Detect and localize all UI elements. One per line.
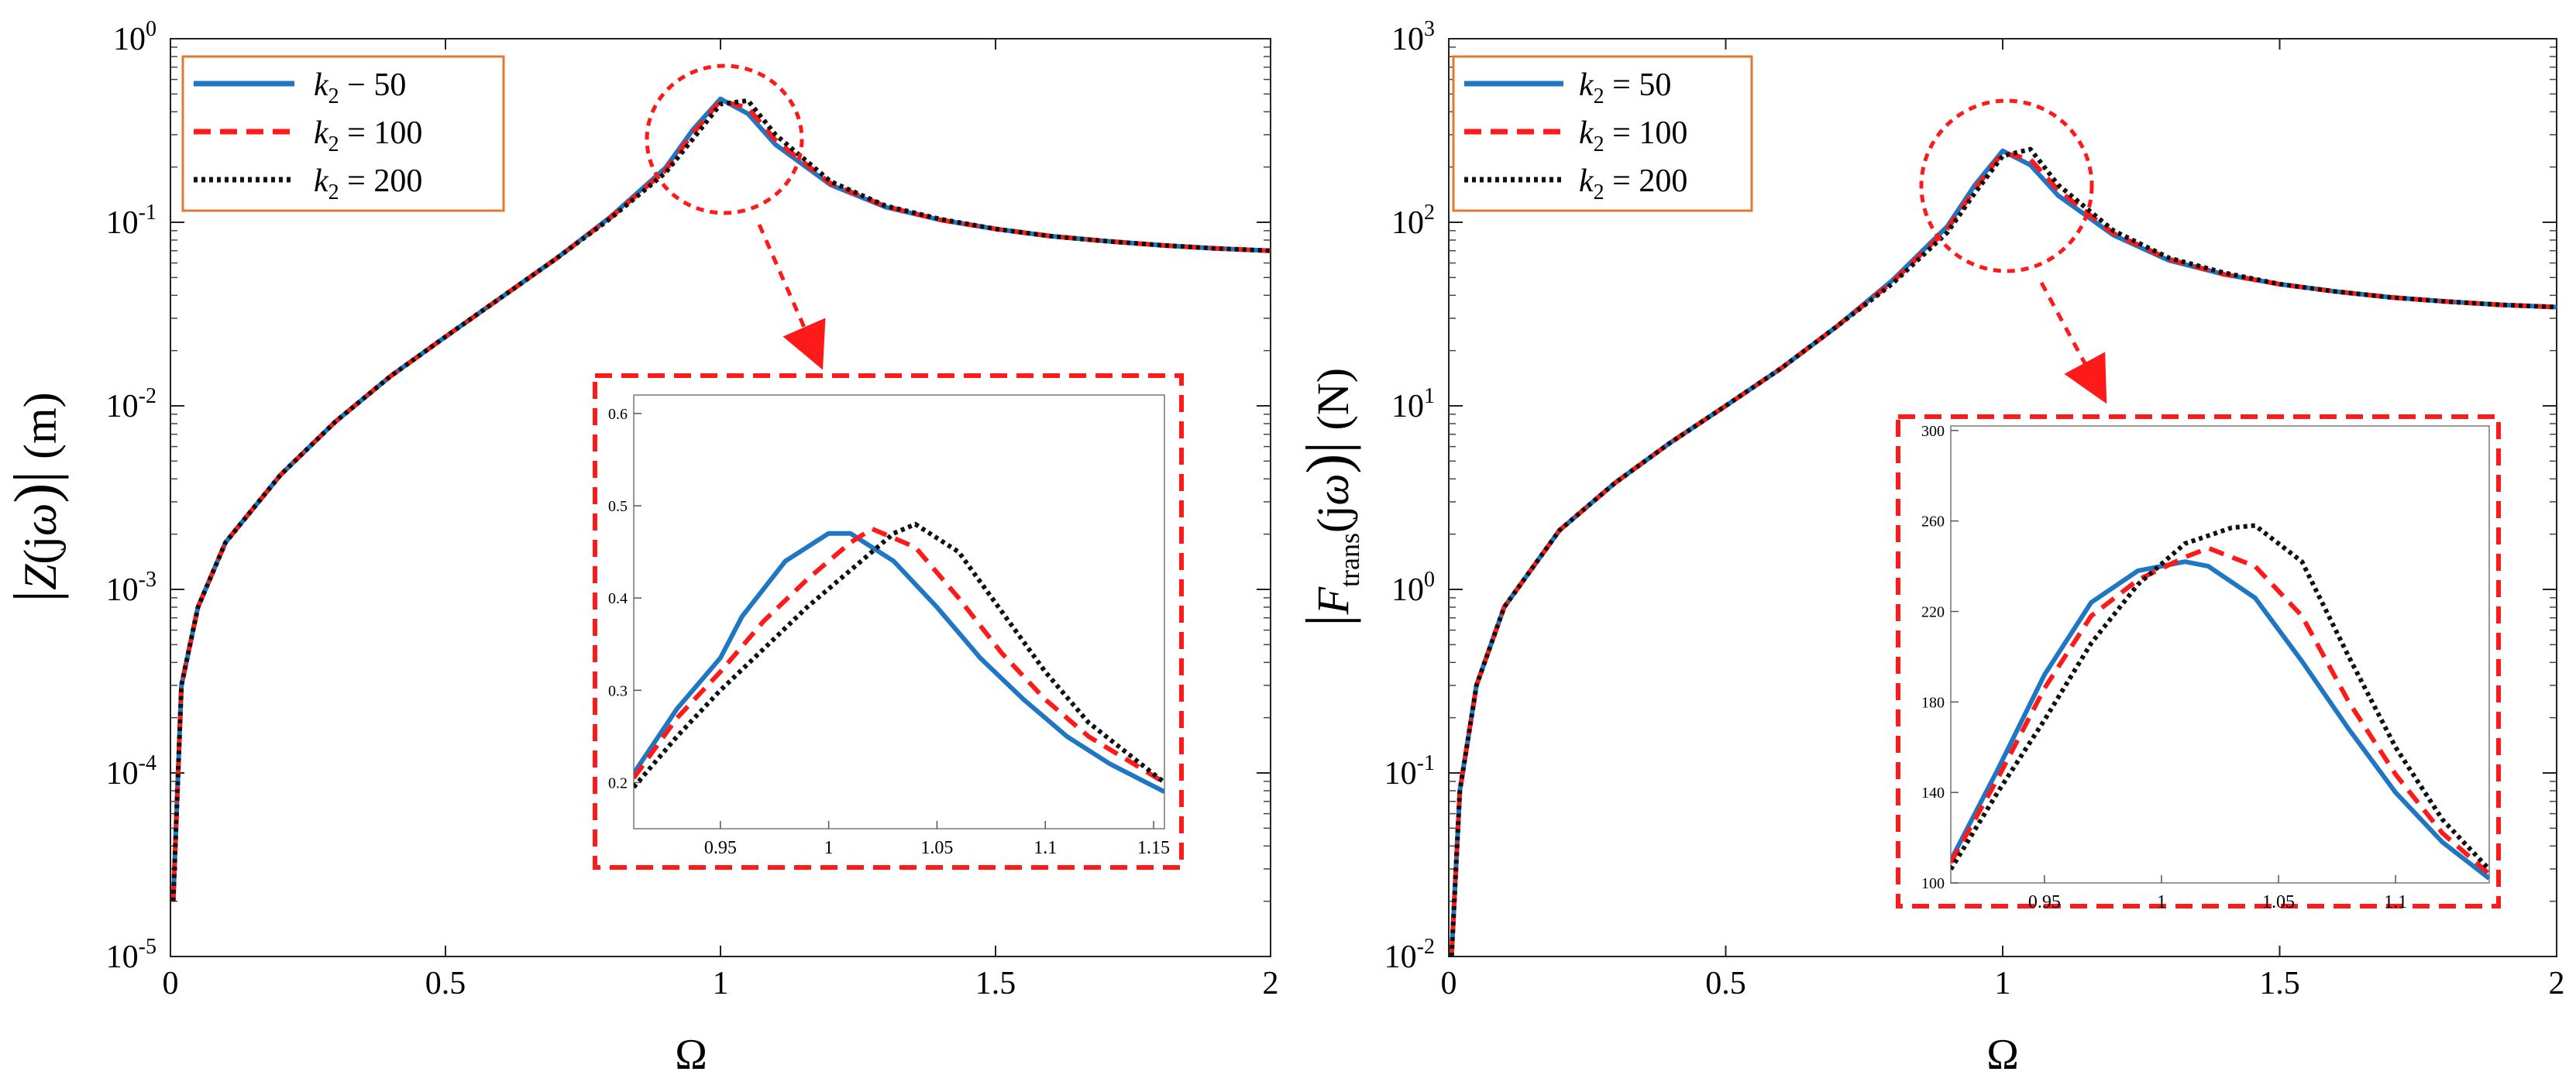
y-tick-labels: 10-5 10-4 10-3 10-2 10-1 100 [106,17,1271,975]
y-tick-label: 103 [1391,17,1435,57]
inset-series-lines [1951,523,2489,881]
y-axis-label: |Ftrans(jω)| (N) [1294,368,1365,627]
inset-x-tick-label: 1.1 [1033,838,1057,858]
series-line-k2-200 [170,98,1271,902]
inset-x-tick-label: 0.95 [704,838,737,858]
x-tick-label: 2 [1263,966,1279,1001]
inset-chart: 0.2 0.3 0.4 0.5 0.6 0.95 1 1.05 1.1 1.15 [593,373,1184,870]
y-tick-label: 102 [1391,201,1435,241]
x-tick-label: 0.5 [425,966,466,1001]
legend-label-k2-50: k2 − 50 [314,67,406,108]
x-tick-label: 1 [1995,966,2011,1001]
inset-y-ticks: 100 140 180 220 260 300 [1921,423,1959,892]
x-tick-label: 2 [2549,966,2565,1001]
inset-y-tick-label: 220 [1921,604,1945,621]
series-lines [170,96,1271,902]
y-tick-label: 100 [113,17,156,57]
y-tick-label: 10-2 [106,384,156,424]
inset-series-line-k2-50 [634,531,1164,794]
transmitted-force-chart: 10-2 10-1 100 101 102 103 0 0.5 1 1.5 2 k2 = 50 k… [1294,17,2565,1075]
inset-x-ticks: 0.95 1 1.05 1.1 1.15 [704,821,1170,858]
x-axis-label: Ω [1986,1031,2019,1075]
zoom-circle [1919,98,2094,273]
x-tick-label: 0 [163,966,179,1001]
y-tick-label: 10-1 [106,201,156,241]
inset-x-tick-label: 0.95 [2028,892,2061,912]
y-tick-label: 100 [1391,568,1435,608]
inset-y-tick-label: 300 [1921,423,1945,440]
y-tick-label: 10-2 [1384,935,1435,975]
inset-y-tick-label: 140 [1921,785,1945,802]
y-tick-label: 10-3 [106,568,156,608]
inset-x-tick-label: 1.05 [920,838,953,858]
inset-series-lines [634,521,1164,794]
inset-y-ticks: 0.2 0.3 0.4 0.5 0.6 [608,406,641,792]
y-tick-label: 10-1 [1384,751,1435,792]
legend-label-k2-200: k2 = 200 [314,163,422,204]
inset-y-tick-label: 100 [1921,875,1945,892]
inset-x-tick-label: 1.1 [2384,892,2407,912]
legend-label-k2-100: k2 = 100 [1579,115,1687,156]
x-tick-labels: 0 0.5 1 1.5 2 [1441,39,2565,1001]
series-lines [1449,146,2557,957]
inset-x-tick-label: 1.05 [2262,892,2295,912]
x-tick-label: 1.5 [2259,966,2300,1001]
inset-series-line-k2-50 [1951,559,2489,881]
zoom-arrow [2039,281,2107,404]
y-tick-label: 10-5 [106,935,156,975]
x-tick-label: 0.5 [1705,966,1746,1001]
x-tick-label: 1.5 [975,966,1016,1001]
x-tick-label: 0 [1441,966,1457,1001]
inset-y-tick-label: 0.2 [608,774,628,792]
legend-label-k2-200: k2 = 200 [1579,163,1687,204]
inset-series-line-k2-200 [1951,523,2489,871]
x-tick-labels: 0 0.5 1 1.5 2 [163,39,1279,1001]
x-tick-label: 1 [713,966,729,1001]
legend: k2 = 50 k2 = 100 k2 = 200 [1452,55,1753,212]
inset-y-tick-label: 0.5 [608,498,628,515]
y-tick-label: 10-4 [106,751,156,792]
y-tick-labels: 10-2 10-1 100 101 102 103 [1384,17,2557,975]
inset-y-tick-label: 260 [1921,513,1945,531]
inset-x-tick-label: 1 [824,838,834,858]
inset-y-tick-label: 0.6 [608,406,628,423]
inset-x-ticks: 0.95 1 1.05 1.1 [2028,875,2407,912]
legend-label-k2-100: k2 = 100 [314,115,422,156]
inset-x-tick-label: 1.15 [1137,838,1170,858]
x-axis-label: Ω [675,1031,707,1075]
inset-y-tick-label: 0.3 [608,682,628,699]
legend: k2 − 50 k2 = 100 k2 = 200 [181,55,505,212]
inset-series-line-k2-100 [1951,545,2489,876]
inset-series-line-k2-100 [634,526,1164,785]
inset-plot-area [1950,425,2490,884]
inset-plot-area [633,394,1165,829]
inset-y-tick-label: 180 [1921,694,1945,711]
displacement-chart: 10-5 10-4 10-3 10-2 10-1 100 0 0.5 1 1.5 2 k2 − 5… [2,17,1279,1075]
series-line-k2-200 [1449,146,2557,957]
zoom-arrow [757,223,826,370]
legend-label-k2-50: k2 = 50 [1579,67,1671,108]
inset-y-tick-label: 0.4 [608,590,628,607]
inset-x-tick-label: 1 [2157,892,2166,912]
y-axis-label: |Z(jω)| (m) [2,392,69,602]
y-tick-label: 101 [1391,384,1435,424]
inset-chart: 100 140 180 220 260 300 0.95 1 1.05 1.1 [1896,414,2501,912]
zoom-circle [645,64,804,215]
